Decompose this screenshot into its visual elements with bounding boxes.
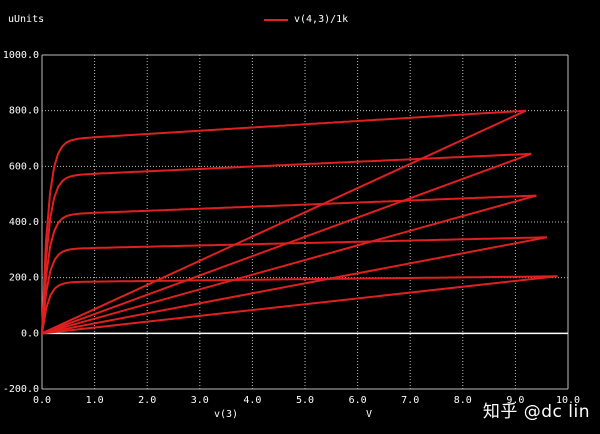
y-tick-label: 200.0 [9,273,39,284]
series-return-line [41,194,537,335]
series-return-line [41,236,548,335]
series-curve [41,109,526,334]
y-tick-label: 1000.0 [3,50,39,61]
watermark: 知乎 @dc lin [482,402,590,422]
x-tick-label: 7.0 [401,395,419,406]
x-tick-label: 4.0 [243,395,261,406]
series-curve [41,194,537,334]
series-curve [41,152,532,334]
legend-swatch [264,18,288,21]
x-tick-label: 10.0 [556,395,580,406]
legend: v(4,3)/1k [264,14,348,25]
x-tick-label: 0.0 [33,395,51,406]
y-tick-label: 0.0 [21,328,39,339]
x-tick-label: 2.0 [138,395,156,406]
grid [41,54,569,390]
legend-label: v(4,3)/1k [294,14,349,25]
y-tick-label: 400.0 [9,217,39,228]
x-tick-label: 1.0 [86,395,104,406]
x-tick-label: 9.0 [506,395,524,406]
x-tick-label: 3.0 [191,395,209,406]
x-tick-label: 5.0 [296,395,314,406]
x-axis-label: v(3) [214,409,239,420]
series-return-line [41,109,527,335]
series-curve [41,236,548,334]
x-axis-unit: V [366,409,373,420]
x-tick-label: 6.0 [349,395,367,406]
y-tick-label: -200.0 [3,384,39,395]
series-return-line [41,275,558,335]
y-axis-label: uUnits [8,14,45,25]
series-curve [41,275,558,334]
y-tick-label: 800.0 [9,106,39,117]
x-tick-label: 8.0 [454,395,472,406]
y-tick-label: 600.0 [9,161,39,172]
series-curves [41,109,558,335]
tick-labels: 0.0 1.0 2.0 3.0 4.0 5.0 6.0 7.0 8.0 9.0 10.0 -200.0… [3,50,580,406]
